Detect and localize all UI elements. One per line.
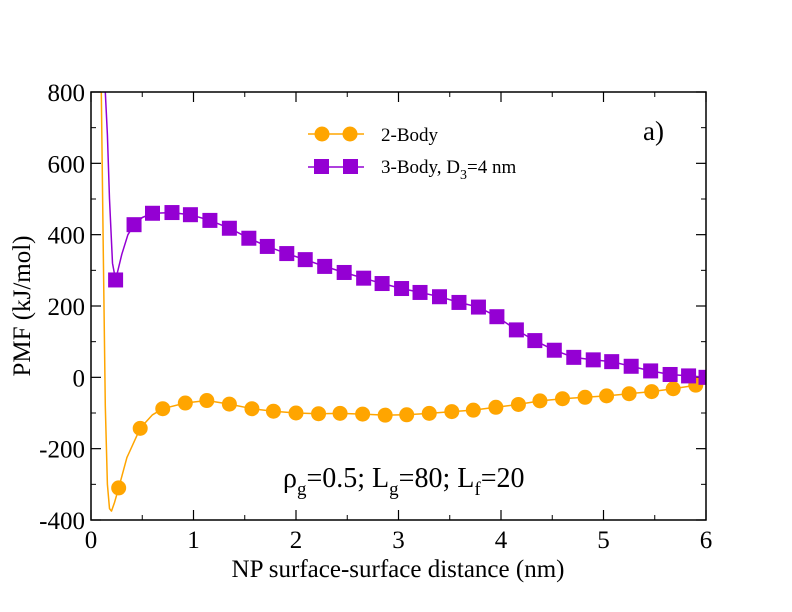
data-point-2-body — [444, 404, 460, 420]
data-point-3-body — [317, 258, 333, 274]
data-point-2-body — [111, 480, 127, 496]
series-line-2-body — [100, 92, 706, 512]
data-point-2-body — [244, 401, 260, 417]
y-tick-label: 400 — [48, 223, 86, 250]
data-point-2-body — [510, 396, 526, 412]
data-point-3-body — [412, 284, 428, 300]
y-tick-label: -400 — [39, 508, 85, 535]
data-point-3-body — [374, 276, 390, 292]
data-point-3-body — [604, 354, 620, 370]
legend-entry-3-body: 3-Body, D3=4 nm — [308, 157, 516, 183]
legend-label-3-body: 3-Body, D3=4 nm — [381, 157, 516, 183]
data-point-2-body — [621, 386, 637, 402]
data-point-3-body — [585, 352, 601, 368]
series-layer — [100, 92, 706, 512]
data-point-3-body — [662, 366, 678, 382]
data-point-3-body — [145, 205, 160, 221]
data-point-3-body — [279, 246, 295, 262]
data-point-3-body — [108, 272, 124, 288]
data-point-2-body — [599, 388, 615, 404]
data-point-3-body — [527, 333, 543, 349]
data-point-2-body — [132, 420, 148, 436]
legend-marker-2-body — [314, 126, 330, 142]
data-point-3-body — [489, 309, 505, 325]
data-point-2-body — [311, 406, 327, 422]
y-tick-label: 600 — [48, 151, 86, 178]
data-point-3-body — [336, 264, 352, 280]
legend-marker-3-body — [343, 159, 358, 174]
x-tick-label: 4 — [495, 527, 508, 554]
data-point-3-body — [126, 217, 142, 233]
data-point-2-body — [577, 389, 593, 405]
data-point-2-body — [221, 396, 237, 412]
x-tick-label: 3 — [392, 527, 405, 554]
x-tick-label: 0 — [85, 527, 98, 554]
data-point-2-body — [421, 405, 437, 421]
legend-label-2-body: 2-Body — [381, 125, 439, 146]
x-axis-title: NP surface-surface distance (nm) — [232, 556, 565, 583]
data-point-2-body — [399, 407, 415, 423]
x-tick-label: 5 — [597, 527, 610, 554]
data-point-3-body — [356, 270, 372, 286]
y-tick-label: -200 — [39, 437, 85, 464]
plot-frame — [90, 91, 707, 521]
x-tick-label: 2 — [290, 527, 303, 554]
data-point-3-body — [221, 220, 237, 236]
legend-marker-2-body — [342, 126, 358, 142]
legend: 2-Body 3-Body, D3=4 nm — [308, 125, 516, 183]
data-point-2-body — [265, 403, 281, 419]
data-point-3-body — [546, 342, 562, 358]
data-point-2-body — [199, 393, 215, 409]
legend-marker-3-body — [314, 159, 329, 174]
data-point-3-body — [432, 289, 447, 305]
data-point-2-body — [465, 402, 481, 418]
data-point-3-body — [259, 238, 275, 254]
data-point-3-body — [643, 363, 659, 379]
data-point-3-body — [297, 252, 313, 268]
data-point-3-body — [508, 322, 524, 338]
data-point-3-body — [566, 349, 582, 365]
data-point-2-body — [555, 391, 570, 407]
y-tick-label: 200 — [48, 294, 86, 321]
parameter-annotation: ρg=0.5; Lg=80; Lf=20 — [283, 463, 524, 500]
data-point-3-body — [241, 230, 257, 246]
data-point-3-body — [202, 212, 218, 228]
data-point-2-body — [155, 401, 171, 417]
data-point-2-body — [177, 395, 193, 411]
data-point-3-body — [681, 368, 697, 384]
y-tick-label: 0 — [73, 365, 86, 392]
data-point-2-body — [488, 399, 504, 415]
y-axis-title: PMF (kJ/mol) — [9, 235, 36, 376]
x-tick-label: 1 — [187, 527, 200, 554]
data-point-2-body — [355, 406, 371, 422]
data-point-2-body — [644, 384, 660, 400]
data-point-3-body — [164, 205, 180, 221]
data-point-2-body — [532, 393, 548, 409]
data-point-2-body — [332, 405, 348, 421]
data-point-3-body — [394, 281, 410, 297]
data-point-3-body — [451, 294, 467, 310]
data-point-3-body — [470, 299, 486, 315]
data-point-2-body — [665, 381, 681, 397]
y-tick-label: 800 — [48, 80, 86, 107]
data-point-3-body — [623, 358, 639, 374]
panel-label: a) — [643, 116, 664, 146]
legend-entry-2-body: 2-Body — [308, 125, 439, 146]
tick-labels: 0 1 2 3 4 5 6 -400 -200 0 200 400 600 800 — [39, 80, 712, 554]
data-point-2-body — [288, 405, 304, 421]
data-point-3-body — [698, 369, 706, 385]
x-tick-label: 6 — [700, 527, 713, 554]
data-point-2-body — [377, 407, 393, 423]
data-point-3-body — [182, 207, 198, 223]
